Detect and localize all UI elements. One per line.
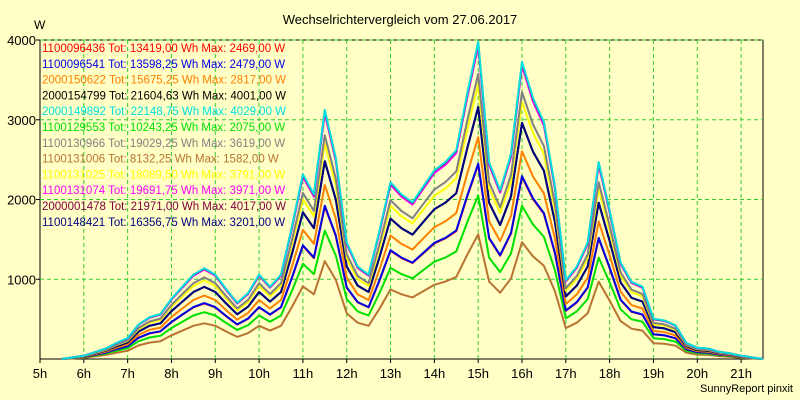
- x-tick-label: 11h: [293, 366, 314, 381]
- legend-entry: 1100131006 Tot: 8132,25 Wh Max: 1582,00 …: [42, 154, 279, 166]
- series-line-1100096541: [61, 162, 764, 360]
- x-tick-label: 5h: [33, 366, 47, 381]
- x-tick-label: 18h: [599, 366, 621, 381]
- series-line-2000150622: [61, 136, 764, 360]
- x-tick-label: 15h: [467, 366, 489, 381]
- chart-title: Wechselrichtervergleich vom 27.06.2017: [283, 12, 518, 27]
- y-axis-unit: W: [34, 18, 46, 32]
- y-tick-label: 4000: [7, 33, 36, 48]
- footer-credit: SunnyReport pinxit: [700, 383, 793, 395]
- legend-entry: 2000150622 Tot: 15675,25 Wh Max: 2817,00…: [42, 75, 286, 87]
- legend-entry: 1100096541 Tot: 13598,25 Wh Max: 2479,00…: [42, 59, 285, 71]
- legend-entry: 1100129553 Tot: 10243,25 Wh Max: 2075,00…: [42, 122, 285, 134]
- x-tick-label: 8h: [164, 366, 178, 381]
- legend-entry: 1100131025 Tot: 18089,50 Wh Max: 3791,00…: [42, 169, 285, 181]
- x-tick-label: 12h: [336, 366, 358, 381]
- axis-ticks: 5h 6h 7h 8h 9h 10h 11h 12h 13h 14h 15h 16h 17h 18h 19h…: [7, 33, 752, 381]
- x-tick-label: 16h: [511, 366, 533, 381]
- legend-entry: 1100130966 Tot: 19029,25 Wh Max: 3619,00…: [42, 138, 285, 150]
- series-line-1100129553: [61, 194, 764, 360]
- series-line-1100148421: [61, 106, 764, 360]
- legend-entry: 2000154799 Tot: 21604,63 Wh Max: 4001,00…: [42, 90, 286, 102]
- series-lines: [61, 40, 764, 360]
- x-tick-label: 14h: [424, 366, 446, 381]
- legend-entry: 1100131074 Tot: 19691,75 Wh Max: 3971,00…: [42, 185, 285, 197]
- x-tick-label: 17h: [555, 366, 577, 381]
- x-tick-label: 7h: [120, 366, 134, 381]
- series-line-1100131025: [61, 83, 764, 360]
- series-line-1100131006: [61, 233, 764, 360]
- legend-entry: 2000001478 Tot: 21971,00 Wh Max: 4017,00…: [42, 201, 286, 213]
- x-tick-label: 6h: [77, 366, 91, 381]
- series-line-2000149892: [61, 40, 764, 360]
- x-tick-label: 10h: [248, 366, 270, 381]
- y-tick-label: 2000: [7, 193, 36, 208]
- y-tick-label: 3000: [7, 113, 36, 128]
- x-tick-label: 20h: [686, 366, 708, 381]
- legend-entry: 2000149892 Tot: 22148,75 Wh Max: 4029,00…: [42, 106, 286, 118]
- y-tick-label: 1000: [7, 272, 36, 287]
- x-tick-label: 13h: [380, 366, 402, 381]
- legend-entry: 1100148421 Tot: 16356,75 Wh Max: 3201,00…: [42, 217, 285, 229]
- legend: 1100096436 Tot: 13419,00 Wh Max: 2469,00…: [42, 43, 286, 229]
- grid: [40, 39, 763, 359]
- x-tick-label: 9h: [208, 366, 222, 381]
- x-tick-label: 21h: [730, 366, 752, 381]
- series-line-1100130966: [61, 72, 764, 360]
- x-tick-label: 19h: [643, 366, 665, 381]
- legend-entry: 1100096436 Tot: 13419,00 Wh Max: 2469,00…: [42, 43, 285, 55]
